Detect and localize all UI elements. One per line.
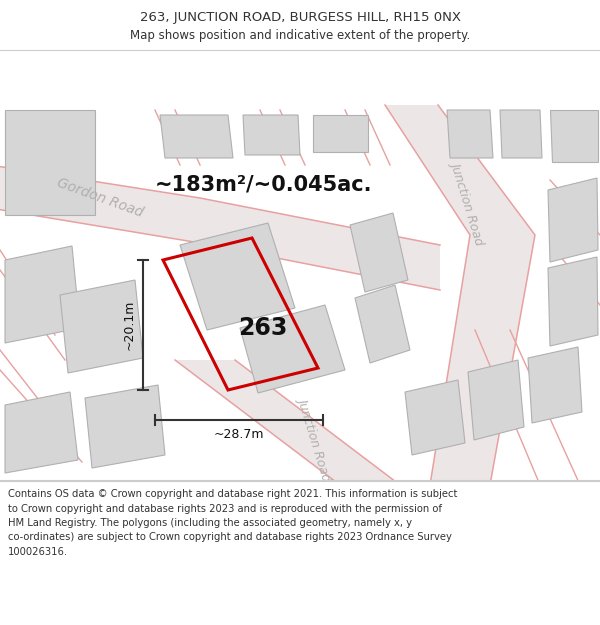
Polygon shape (160, 115, 233, 158)
Polygon shape (350, 213, 408, 292)
Polygon shape (550, 110, 598, 162)
Text: to Crown copyright and database rights 2023 and is reproduced with the permissio: to Crown copyright and database rights 2… (8, 504, 442, 514)
Text: 263: 263 (238, 316, 287, 340)
Polygon shape (500, 110, 542, 158)
Text: co-ordinates) are subject to Crown copyright and database rights 2023 Ordnance S: co-ordinates) are subject to Crown copyr… (8, 532, 452, 542)
Polygon shape (180, 223, 295, 330)
Polygon shape (405, 380, 465, 455)
Polygon shape (60, 280, 143, 373)
Text: ~28.7m: ~28.7m (214, 428, 264, 441)
Polygon shape (548, 178, 598, 262)
Polygon shape (0, 165, 440, 290)
Text: 100026316.: 100026316. (8, 547, 68, 557)
Polygon shape (468, 360, 524, 440)
Text: ~20.1m: ~20.1m (122, 300, 136, 350)
Polygon shape (240, 305, 345, 393)
Text: Contains OS data © Crown copyright and database right 2021. This information is : Contains OS data © Crown copyright and d… (8, 489, 457, 499)
Polygon shape (5, 246, 80, 343)
Polygon shape (548, 257, 598, 346)
Polygon shape (175, 360, 400, 485)
Polygon shape (355, 285, 410, 363)
Text: Map shows position and indicative extent of the property.: Map shows position and indicative extent… (130, 29, 470, 41)
Polygon shape (313, 115, 368, 152)
Polygon shape (528, 347, 582, 423)
Text: Gordon Road: Gordon Road (55, 176, 145, 220)
Polygon shape (385, 105, 535, 485)
Text: Junction Road: Junction Road (296, 395, 334, 481)
Text: HM Land Registry. The polygons (including the associated geometry, namely x, y: HM Land Registry. The polygons (includin… (8, 518, 412, 528)
Polygon shape (5, 392, 78, 473)
Text: Junction Road: Junction Road (449, 159, 487, 245)
Polygon shape (447, 110, 493, 158)
Text: 263, JUNCTION ROAD, BURGESS HILL, RH15 0NX: 263, JUNCTION ROAD, BURGESS HILL, RH15 0… (139, 11, 461, 24)
Text: ~183m²/~0.045ac.: ~183m²/~0.045ac. (155, 175, 373, 195)
Polygon shape (243, 115, 300, 155)
Polygon shape (85, 385, 165, 468)
Polygon shape (5, 110, 95, 215)
